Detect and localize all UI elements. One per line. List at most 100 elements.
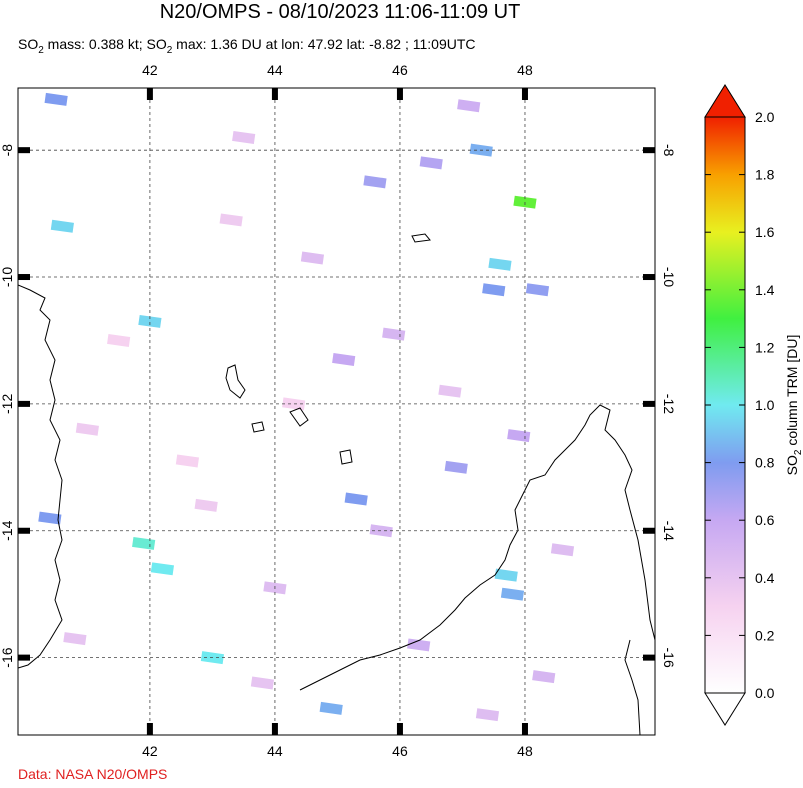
coastline: [624, 639, 641, 735]
y-tick-label: -12: [661, 394, 677, 414]
so2-pixel: [363, 175, 387, 189]
colorbar-label-part: column TRM [DU]: [784, 335, 800, 450]
so2-pixel: [382, 327, 406, 341]
tick-mark: [271, 88, 278, 100]
colorbar-tick-label: 2.0: [755, 109, 775, 125]
y-tick-label: -12: [0, 394, 15, 414]
tick-mark: [146, 88, 153, 100]
subtitle-part: SO: [18, 36, 38, 52]
tick-mark: [643, 274, 655, 281]
so2-pixel: [300, 251, 325, 265]
tick-mark: [146, 723, 153, 735]
so2-pixel: [250, 676, 275, 690]
colorbar-label-part: 2: [793, 449, 803, 455]
colorbar-under: [704, 692, 746, 726]
colorbar-tick-label: 0.2: [755, 627, 775, 643]
x-tick-label: 42: [142, 743, 158, 759]
colorbar-tick-label: 0.0: [755, 685, 775, 701]
so2-pixel: [175, 454, 199, 468]
so2-pixel: [107, 333, 131, 347]
colorbar-tick-label: 1.8: [755, 167, 775, 183]
island: [289, 407, 309, 427]
colorbar-label-part: SO: [784, 455, 800, 475]
so2-pixel: [50, 219, 74, 233]
subtitle: SO2 mass: 0.388 kt; SO2 max: 1.36 DU at …: [18, 36, 476, 56]
x-tick-label: 46: [392, 743, 408, 759]
so2-pixel: [282, 397, 306, 411]
so2-pixel: [444, 460, 468, 474]
title: N20/OMPS - 08/10/2023 11:06-11:09 UT: [160, 1, 521, 23]
so2-pixel: [525, 283, 550, 297]
so2-pixel: [550, 543, 575, 557]
pixel-layer: [38, 92, 575, 722]
coastline: [18, 284, 63, 669]
colorbar-tick-label: 1.4: [755, 282, 775, 298]
x-tick-label: 44: [267, 743, 283, 759]
x-tick-label: 48: [517, 62, 533, 78]
so2-pixel: [219, 213, 243, 227]
source-note: Data: NASA N20/OMPS: [18, 766, 167, 782]
tick-mark: [271, 723, 278, 735]
tick-mark: [18, 274, 30, 281]
y-tick-label: -16: [661, 647, 677, 667]
so2-pixel: [419, 156, 443, 170]
subtitle-sub: 2: [167, 45, 173, 56]
colorbar-tick-label: 0.6: [755, 512, 775, 528]
so2-pixel: [319, 701, 343, 715]
so2-pixel: [75, 422, 99, 436]
colorbar-tick-label: 0.8: [755, 455, 775, 471]
colorbar-label: SO2 column TRM [DU]: [784, 335, 803, 476]
x-tick-label: 44: [267, 62, 283, 78]
so2-pixel: [494, 568, 518, 582]
colorbar-tick-label: 1.6: [755, 224, 775, 240]
colorbar-tick-label: 0.4: [755, 570, 775, 586]
y-tick-label: -10: [661, 267, 677, 287]
colorbar-tick-label: 1.0: [755, 397, 775, 413]
so2-pixel: [482, 283, 506, 297]
so2-pixel: [38, 511, 62, 525]
x-tick-label: 42: [142, 62, 158, 78]
map-frame: [17, 87, 656, 736]
colorbar-tick-label: 1.2: [755, 339, 775, 355]
so2-pixel: [344, 492, 368, 506]
x-tick-label: 46: [392, 62, 408, 78]
tick-mark: [396, 88, 403, 100]
tick-mark: [18, 147, 30, 154]
so2-pixel: [138, 314, 162, 328]
y-tick-label: -14: [661, 521, 677, 541]
y-tick-label: -8: [661, 144, 677, 157]
axes: 42 42 44 44 46 46 48 48 -8 -8 -10 -10 -12 -12 -14 -14 -1…: [0, 62, 677, 759]
so2-pixel: [407, 638, 431, 652]
tick-mark: [643, 400, 655, 407]
y-tick-label: -10: [0, 267, 15, 287]
coastlines: [18, 233, 655, 735]
so2-pixel: [194, 498, 218, 512]
so2-pixel: [475, 708, 500, 722]
so2-pixel: [507, 429, 531, 443]
so2-pixel: [438, 384, 462, 398]
so2-pixel: [488, 257, 512, 271]
tick-mark: [18, 400, 30, 407]
so2-pixel: [132, 536, 156, 550]
so2-pixel: [232, 130, 256, 144]
tick-mark: [643, 147, 655, 154]
so2-pixel: [369, 524, 393, 538]
tick-mark: [18, 654, 30, 661]
tick-mark: [643, 527, 655, 534]
colorbar-over: [704, 84, 746, 118]
island: [411, 233, 431, 243]
so2-pixel: [44, 92, 68, 106]
tick-mark: [521, 723, 528, 735]
coastline: [299, 404, 655, 691]
so2-pixel: [332, 353, 356, 366]
y-tick-label: -16: [0, 647, 15, 667]
tick-mark: [396, 723, 403, 735]
tick-mark: [521, 88, 528, 100]
subtitle-sub: 2: [38, 45, 44, 56]
so2-pixel: [63, 632, 87, 646]
so2-pixel: [500, 587, 525, 601]
subtitle-part: mass: 0.388 kt; SO: [44, 36, 167, 52]
island: [225, 364, 246, 399]
so2-pixel: [150, 562, 174, 576]
